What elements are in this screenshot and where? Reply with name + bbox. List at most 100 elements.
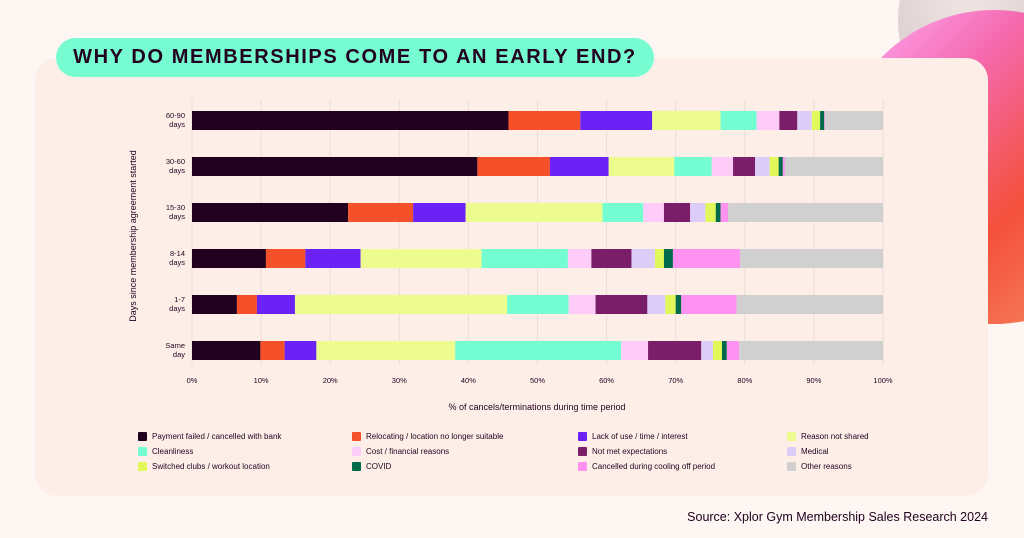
legend-swatch bbox=[787, 462, 796, 471]
legend-swatch bbox=[138, 432, 147, 441]
bar-segment bbox=[726, 341, 740, 360]
bar-segment bbox=[284, 341, 317, 360]
legend-item: Reason not shared bbox=[787, 432, 869, 441]
bar-segment bbox=[769, 157, 779, 176]
bar-segment bbox=[663, 249, 673, 268]
legend-item: Cost / financial reasons bbox=[352, 447, 449, 456]
legend-label: Payment failed / cancelled with bank bbox=[152, 432, 282, 441]
legend-swatch bbox=[352, 432, 361, 441]
bar-segment bbox=[192, 341, 261, 360]
bar-segment bbox=[192, 111, 509, 130]
bar-segment bbox=[672, 249, 740, 268]
y-category-label: days bbox=[169, 304, 185, 313]
x-axis-label: % of cancels/terminations during time pe… bbox=[448, 402, 626, 412]
bar-segment bbox=[675, 295, 682, 314]
legend-label: Lack of use / time / interest bbox=[592, 432, 688, 441]
legend-swatch bbox=[352, 462, 361, 471]
bar-segment bbox=[192, 249, 266, 268]
legend-item: Not met expectations bbox=[578, 447, 667, 456]
legend-item: Other reasons bbox=[787, 462, 852, 471]
bar-segment bbox=[192, 295, 237, 314]
bar-segment bbox=[481, 249, 568, 268]
y-category-label: days bbox=[169, 212, 185, 221]
bar-segment bbox=[665, 295, 676, 314]
bar-segment bbox=[305, 249, 361, 268]
bar-segment bbox=[508, 111, 581, 130]
chart-card bbox=[35, 58, 988, 496]
bar-segment bbox=[674, 157, 712, 176]
y-category-label: 60-90 bbox=[166, 111, 185, 120]
bar-segment bbox=[294, 295, 508, 314]
legend-item: COVID bbox=[352, 462, 391, 471]
legend-item: Switched clubs / workout location bbox=[138, 462, 270, 471]
legend-swatch bbox=[578, 462, 587, 471]
y-category-label: day bbox=[173, 350, 185, 359]
bar-segment bbox=[779, 111, 798, 130]
legend-label: Cost / financial reasons bbox=[366, 447, 450, 456]
y-axis-label: Days since membership agreement started bbox=[128, 150, 138, 322]
bar-segment bbox=[567, 249, 592, 268]
x-tick-label: 50% bbox=[530, 376, 545, 385]
bar-segment bbox=[782, 157, 785, 176]
bar-segment bbox=[648, 341, 702, 360]
bar-segment bbox=[681, 295, 737, 314]
bar-segment bbox=[739, 341, 883, 360]
bar-segment bbox=[477, 157, 550, 176]
bar-segment bbox=[621, 341, 649, 360]
bar-segment bbox=[507, 295, 569, 314]
bar-segment bbox=[236, 295, 257, 314]
bar-segment bbox=[549, 157, 609, 176]
legend-label: Other reasons bbox=[801, 462, 852, 471]
bar-segment bbox=[755, 157, 770, 176]
bar-segment bbox=[654, 249, 664, 268]
bar-segment bbox=[824, 111, 825, 130]
legend-label: Reason not shared bbox=[801, 432, 869, 441]
bar-segment bbox=[739, 249, 883, 268]
bar-segment bbox=[192, 157, 478, 176]
bar-segment bbox=[824, 111, 883, 130]
legend-item: Payment failed / cancelled with bank bbox=[138, 432, 281, 441]
legend-label: Not met expectations bbox=[592, 447, 668, 456]
legend-swatch bbox=[138, 447, 147, 456]
y-category-label: 15-30 bbox=[166, 203, 185, 212]
x-tick-label: 60% bbox=[599, 376, 614, 385]
legend-label: COVID bbox=[366, 462, 392, 471]
bar-segment bbox=[736, 295, 883, 314]
legend-label: Medical bbox=[801, 447, 829, 456]
legend-label: Relocating / location no longer suitable bbox=[366, 432, 504, 441]
bar-segment bbox=[720, 111, 757, 130]
bar-segment bbox=[348, 203, 414, 222]
bar-segment bbox=[652, 111, 721, 130]
legend-item: Cleanliness bbox=[138, 447, 193, 456]
x-tick-label: 90% bbox=[806, 376, 821, 385]
x-tick-label: 20% bbox=[323, 376, 338, 385]
bar-segment bbox=[465, 203, 603, 222]
y-category-label: 1-7 bbox=[174, 295, 185, 304]
bar-segment bbox=[256, 295, 295, 314]
legend-item: Relocating / location no longer suitable bbox=[352, 432, 503, 441]
legend-swatch bbox=[578, 432, 587, 441]
legend-swatch bbox=[352, 447, 361, 456]
bar-segment bbox=[820, 111, 825, 130]
legend-swatch bbox=[578, 447, 587, 456]
y-category-label: days bbox=[169, 166, 185, 175]
bar-segment bbox=[360, 249, 482, 268]
bar-segment bbox=[608, 157, 675, 176]
bar-segment bbox=[701, 341, 714, 360]
bar-segment bbox=[602, 203, 644, 222]
x-tick-label: 30% bbox=[392, 376, 407, 385]
y-category-label: days bbox=[169, 120, 185, 129]
x-tick-label: 100% bbox=[873, 376, 893, 385]
bar-segment bbox=[455, 341, 622, 360]
x-tick-label: 10% bbox=[254, 376, 269, 385]
source-note: Source: Xplor Gym Membership Sales Resea… bbox=[687, 510, 988, 524]
bar-segment bbox=[720, 203, 729, 222]
bar-segment bbox=[690, 203, 706, 222]
bar-segment bbox=[797, 111, 812, 130]
bar-segment bbox=[316, 341, 456, 360]
bar-segment bbox=[778, 157, 783, 176]
bar-segment bbox=[705, 203, 716, 222]
bar-segment bbox=[721, 341, 727, 360]
bar-segment bbox=[580, 111, 653, 130]
